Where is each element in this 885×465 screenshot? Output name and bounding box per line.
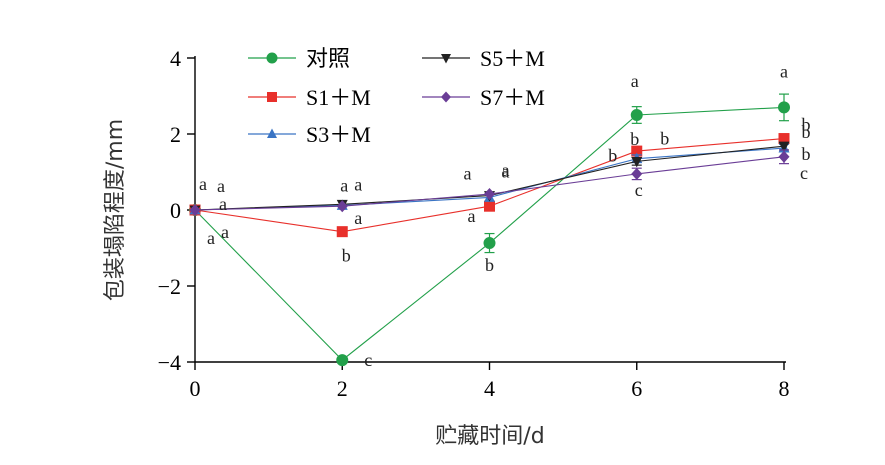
data-point bbox=[778, 133, 790, 145]
data-point bbox=[336, 200, 348, 213]
significance-letter: b bbox=[660, 129, 669, 149]
series-2 bbox=[189, 133, 790, 238]
data-point bbox=[778, 141, 790, 153]
data-point bbox=[631, 145, 643, 157]
significance-letter: a bbox=[502, 160, 510, 180]
data-point bbox=[630, 109, 643, 121]
significance-letter: b bbox=[485, 255, 494, 275]
x-tick-label: 2 bbox=[337, 376, 348, 401]
significance-letter: a bbox=[464, 163, 472, 183]
series-line bbox=[194, 138, 785, 233]
data-point bbox=[631, 167, 643, 180]
significance-letter: a bbox=[502, 162, 510, 182]
significance-letter: c bbox=[635, 180, 643, 200]
legend-item: S3＋M bbox=[248, 122, 371, 147]
legend-marker bbox=[266, 52, 278, 64]
significance-letter: a bbox=[207, 228, 215, 248]
legend-item: S1＋M bbox=[248, 85, 371, 110]
data-point bbox=[483, 237, 496, 250]
data-point bbox=[336, 354, 349, 367]
legend-label: S5＋M bbox=[480, 46, 545, 71]
data-point bbox=[189, 203, 201, 217]
legend-marker bbox=[267, 92, 277, 102]
legend-item: S7＋M bbox=[422, 85, 545, 110]
series-5 bbox=[189, 149, 790, 217]
y-tick-label: −2 bbox=[158, 274, 181, 299]
significance-letter: a bbox=[468, 206, 476, 226]
x-tick-label: 6 bbox=[631, 376, 642, 401]
x-tick-label: 0 bbox=[190, 376, 201, 401]
y-tick-label: −4 bbox=[158, 350, 181, 375]
data-point bbox=[631, 156, 643, 168]
series-layer bbox=[189, 93, 790, 367]
significance-letter: b bbox=[608, 145, 617, 165]
significance-letter: a bbox=[780, 61, 788, 81]
significance-letter: c bbox=[800, 163, 808, 183]
data-point bbox=[484, 200, 495, 212]
significance-letter: a bbox=[219, 194, 227, 214]
legend-item: S5＋M bbox=[422, 46, 545, 71]
legend-label: 对照 bbox=[306, 46, 350, 71]
legend-marker bbox=[441, 91, 451, 103]
legend-label: S7＋M bbox=[480, 85, 545, 110]
x-axis-title: 贮藏时间/d bbox=[435, 424, 544, 449]
legend-item: 对照 bbox=[248, 46, 350, 71]
data-point bbox=[778, 101, 790, 114]
legend-label: S3＋M bbox=[306, 122, 371, 147]
significance-letter: b bbox=[802, 115, 811, 135]
series-1 bbox=[189, 93, 790, 367]
significance-letter: a bbox=[221, 222, 229, 242]
x-tick-label: 4 bbox=[484, 376, 495, 401]
legend-marker bbox=[267, 128, 277, 138]
legend: 对照 S1＋M S3＋M S5＋M S7＋M bbox=[248, 46, 545, 147]
y-tick-label: 0 bbox=[170, 198, 181, 223]
significance-letter: b bbox=[342, 246, 351, 266]
significance-letter: c bbox=[364, 350, 372, 370]
significance-letter: a bbox=[217, 176, 225, 196]
data-point bbox=[336, 226, 348, 238]
significance-letter: a bbox=[631, 71, 639, 91]
data-point bbox=[484, 187, 495, 201]
y-tick-label: 4 bbox=[170, 46, 181, 71]
significance-letter: b bbox=[630, 129, 639, 149]
significance-letter: a bbox=[340, 175, 348, 195]
significance-letter: b bbox=[802, 144, 811, 164]
axes: −4 −2 0 2 4 0 2 4 6 8 bbox=[158, 46, 790, 401]
x-tick-label: 8 bbox=[779, 376, 790, 401]
significance-letter: a bbox=[354, 208, 362, 228]
data-point bbox=[778, 150, 790, 163]
legend-label: S1＋M bbox=[306, 85, 371, 110]
significance-letter: a bbox=[354, 174, 362, 194]
y-tick-label: 2 bbox=[170, 122, 181, 147]
legend-marker bbox=[441, 54, 451, 64]
significance-letter: a bbox=[199, 174, 207, 194]
y-axis-title: 包装塌陷程度/mm bbox=[103, 119, 128, 301]
significance-letter: b bbox=[802, 122, 811, 142]
